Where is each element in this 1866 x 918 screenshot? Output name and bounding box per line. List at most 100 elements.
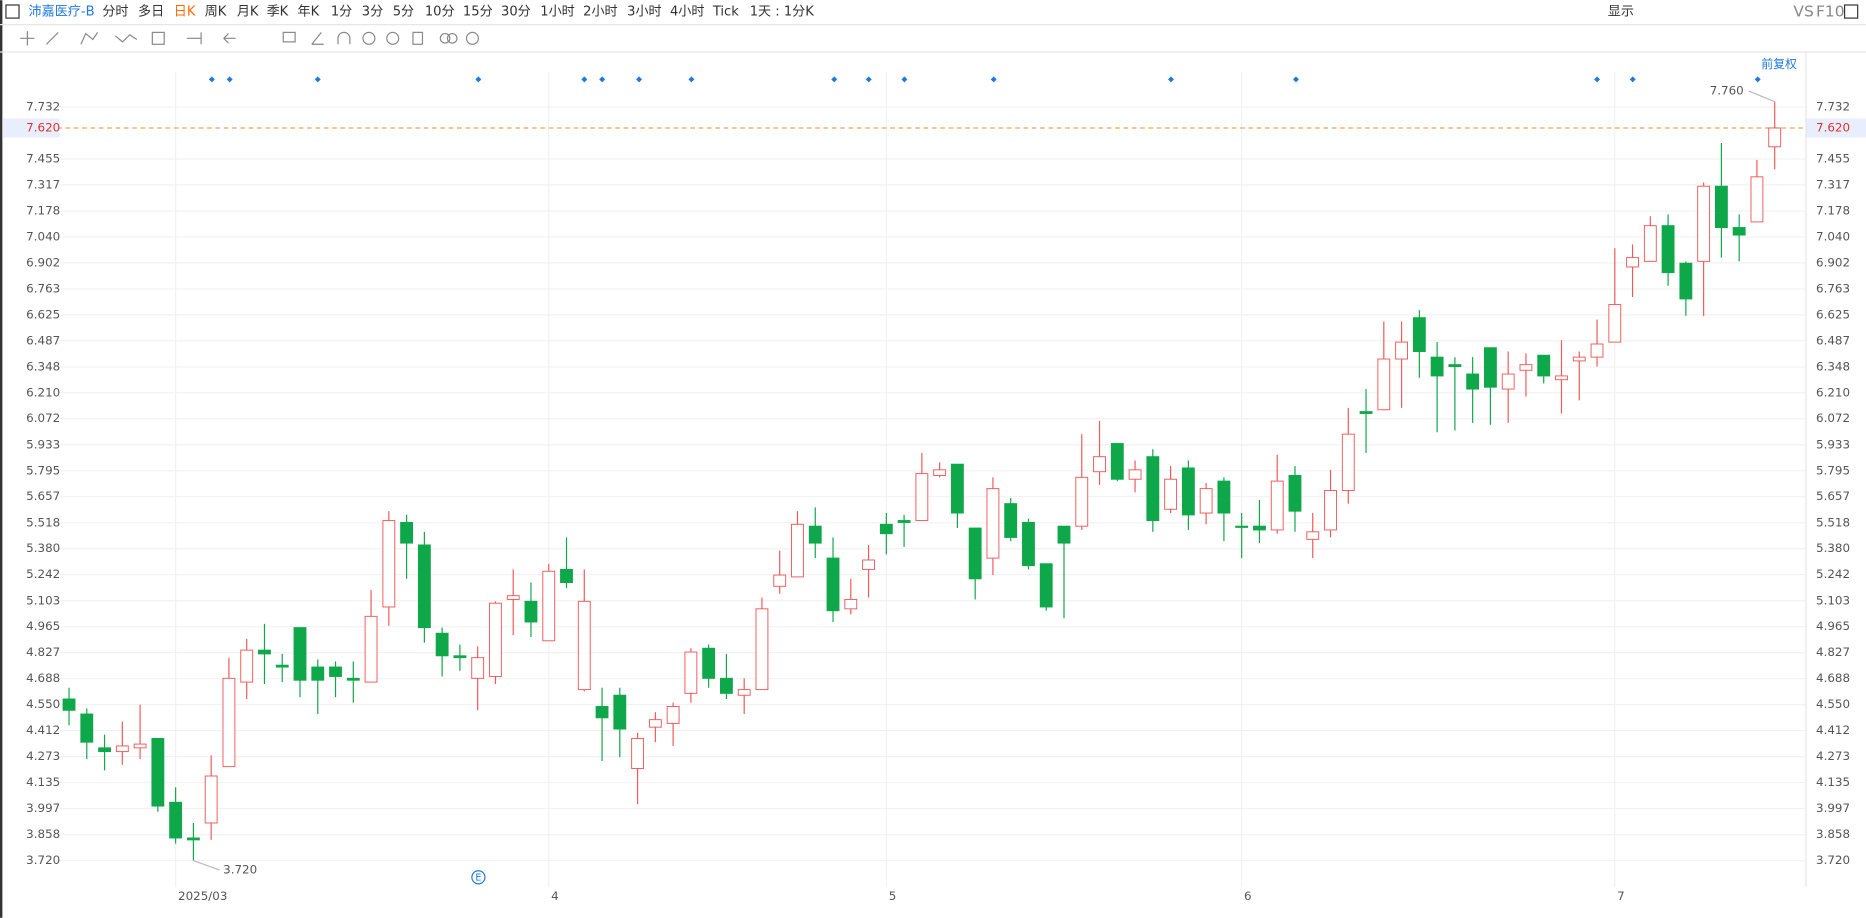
y-tick-label-left: 3.997 — [26, 801, 60, 815]
arrow-tool[interactable] — [223, 33, 236, 44]
y-tick-label-right: 5.657 — [1816, 489, 1850, 503]
eye-tool[interactable] — [362, 31, 376, 45]
candle-body — [826, 557, 840, 612]
period-tab[interactable]: 3小时 — [627, 4, 661, 20]
hide-tool[interactable] — [386, 31, 400, 45]
event-label[interactable]: E — [475, 872, 481, 883]
candle-body — [1430, 356, 1444, 377]
pattern-tool[interactable] — [151, 31, 165, 45]
candle-body — [773, 574, 787, 587]
period-tab[interactable]: 季K — [267, 4, 289, 20]
period-tab[interactable]: 年K — [298, 4, 320, 20]
line-tool[interactable] — [45, 31, 59, 45]
y-tick-label-right: 5.103 — [1816, 593, 1850, 607]
period-tab[interactable]: 月K — [237, 5, 259, 20]
candle-body — [1483, 347, 1497, 388]
candle-body — [1359, 411, 1373, 414]
candle-body — [204, 775, 218, 824]
period-tab[interactable]: 10分 — [425, 4, 455, 20]
candle-body — [1661, 225, 1675, 274]
period-tab[interactable]: 周K — [205, 5, 227, 20]
candle-body — [435, 632, 449, 657]
y-tick-label-left: 4.688 — [26, 671, 60, 685]
y-tick-label-right: 5.795 — [1816, 463, 1850, 477]
candle-body — [560, 568, 573, 584]
symbol-name[interactable]: 沛嘉医疗-B — [29, 4, 95, 20]
period-tab[interactable]: Tick — [712, 5, 739, 20]
display-menu[interactable]: 显示 — [1608, 5, 1634, 20]
candle-body — [986, 488, 1000, 559]
event-marker — [1594, 76, 1601, 83]
measure-tool[interactable] — [186, 32, 202, 45]
period-tab[interactable]: 3分 — [362, 4, 383, 20]
event-marker — [226, 76, 233, 83]
period-tab[interactable]: 4小时 — [670, 4, 704, 20]
angle-tool[interactable] — [311, 31, 324, 45]
period-tab[interactable]: 多日 — [138, 3, 164, 20]
y-tick-label-left: 4.965 — [26, 619, 60, 633]
candle-body — [755, 608, 769, 691]
y-tick-label-left: 5.933 — [26, 437, 60, 451]
period-tab[interactable]: 5分 — [393, 4, 414, 20]
candle-body — [1004, 503, 1018, 538]
candle-body — [453, 655, 467, 659]
sidebar-toggle[interactable] — [5, 4, 20, 19]
period-tab[interactable]: 30分 — [501, 4, 531, 20]
y-tick-label-right: 3.720 — [1816, 853, 1850, 867]
y-tick-label-right: 6.348 — [1816, 359, 1850, 373]
candle-body — [1110, 443, 1124, 480]
candle-body — [417, 544, 431, 629]
y-tick-label-left: 6.625 — [26, 307, 60, 321]
candle-body — [613, 694, 627, 730]
candle-body — [1324, 490, 1337, 531]
magnet-tool[interactable] — [337, 31, 351, 45]
y-tick-label-right: 6.902 — [1816, 255, 1850, 269]
candle-body — [98, 747, 111, 753]
period-tab[interactable]: 分时 — [102, 4, 128, 20]
candle-body — [1537, 354, 1551, 377]
candle-body — [897, 520, 911, 523]
f10-button[interactable]: F10 — [1816, 3, 1845, 21]
event-marker — [688, 76, 695, 83]
candle-body — [62, 698, 76, 711]
link-tool[interactable] — [439, 32, 451, 44]
y-tick-label-right: 6.072 — [1816, 411, 1850, 425]
event-marker — [1754, 76, 1761, 83]
y-tick-label-left: 3.858 — [26, 827, 60, 841]
delete-tool[interactable] — [412, 31, 424, 45]
high-pointer — [1748, 90, 1775, 103]
vs-button[interactable]: VS — [1793, 3, 1813, 21]
period-tab[interactable]: 1分 — [331, 4, 352, 20]
period-tab[interactable]: 1小时 — [540, 4, 574, 20]
candle-body — [524, 600, 538, 623]
move-tool[interactable] — [20, 31, 35, 46]
period-tab[interactable]: 2小时 — [583, 4, 617, 20]
candle-body — [1572, 356, 1586, 362]
candle-body — [1732, 227, 1746, 236]
period-tab[interactable]: 15分 — [463, 4, 493, 20]
candle-body — [275, 664, 289, 668]
y-tick-label-right: 6.487 — [1816, 333, 1850, 347]
period-tab[interactable]: 日K — [174, 5, 196, 20]
candle-body — [258, 649, 271, 655]
y-tick-label-right: 4.688 — [1816, 671, 1850, 685]
settings-tool[interactable] — [465, 31, 479, 45]
panel-toggle[interactable] — [1843, 4, 1859, 19]
path-tool[interactable] — [80, 32, 99, 45]
comment-tool[interactable] — [282, 31, 296, 43]
candle-body — [222, 677, 236, 768]
y-tick-label-right: 7.732 — [1816, 99, 1850, 113]
event-marker — [314, 76, 321, 83]
y-tick-label-left: 5.103 — [26, 593, 60, 607]
wave-tool[interactable] — [115, 33, 138, 43]
y-tick-label-left: 6.072 — [26, 411, 60, 425]
candle-body — [329, 666, 342, 677]
event-icon[interactable] — [471, 870, 486, 885]
period-setting[interactable]: 1天 : 1分K — [750, 4, 815, 20]
candle-body — [1555, 375, 1568, 381]
y-tick-label-left: 5.795 — [26, 463, 60, 477]
y-tick-label-left: 5.518 — [26, 515, 60, 529]
adjust-mode[interactable]: 前复权 — [1761, 57, 1797, 71]
candle-body — [631, 737, 645, 769]
candle-body — [1181, 467, 1195, 516]
